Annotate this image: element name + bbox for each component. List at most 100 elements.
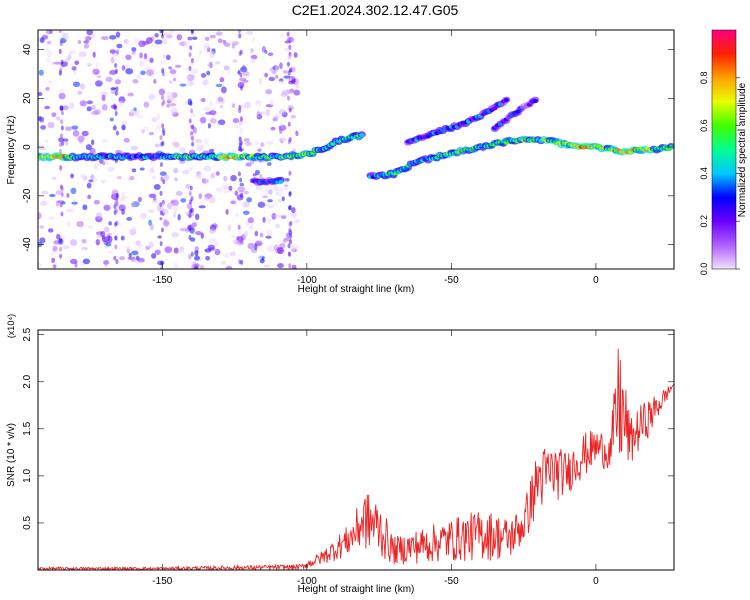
noise-blob <box>172 77 177 82</box>
noise-blob <box>44 105 51 110</box>
noise-blob <box>286 61 290 67</box>
noise-blob <box>88 179 94 183</box>
noise-blob <box>219 77 225 83</box>
noise-blob <box>174 177 178 182</box>
noise-blob <box>250 58 256 64</box>
noise-blob <box>91 104 96 111</box>
noise-blob <box>288 263 292 269</box>
noise-blob <box>77 39 82 45</box>
noise-blob <box>39 225 45 229</box>
noise-blob <box>191 124 195 130</box>
noise-blob <box>266 245 275 253</box>
noise-blob <box>278 109 287 115</box>
noise-blob <box>255 186 263 191</box>
noise-blob <box>228 185 233 191</box>
noise-blob <box>221 183 228 190</box>
noise-blob <box>288 170 292 176</box>
noise-blob <box>191 136 195 142</box>
noise-blob <box>39 237 46 244</box>
noise-blob <box>145 37 153 44</box>
noise-blob <box>168 80 173 84</box>
noise-blob <box>191 141 195 147</box>
snr-y-multiplier: (x10⁴) <box>6 314 16 338</box>
noise-blob <box>153 78 157 84</box>
noise-blob <box>192 126 197 134</box>
noise-blob <box>257 148 262 152</box>
noise-blob <box>95 239 100 246</box>
noise-blob <box>189 208 193 214</box>
noise-blob <box>44 48 50 52</box>
noise-blob <box>46 40 52 45</box>
noise-blob <box>118 204 126 212</box>
noise-blob <box>76 221 84 228</box>
noise-blob <box>290 211 297 219</box>
noise-blob <box>148 219 152 226</box>
noise-blob <box>121 124 126 131</box>
spectrogram-y-axis-label: Frequency (Hz) <box>6 116 17 185</box>
x-tick-label: -100 <box>297 576 317 587</box>
noise-blob <box>109 69 117 76</box>
noise-blob <box>232 59 238 63</box>
noise-blob <box>114 63 118 69</box>
noise-blob <box>198 193 203 200</box>
noise-blob <box>133 109 140 116</box>
noise-blob <box>125 68 134 75</box>
noise-blob <box>53 61 61 65</box>
noise-blob <box>159 241 163 247</box>
noise-blob <box>139 167 145 171</box>
noise-blob <box>38 262 42 267</box>
noise-blob <box>188 190 192 196</box>
noise-blob <box>143 126 150 132</box>
noise-blob <box>178 147 186 154</box>
noise-blob <box>265 184 272 189</box>
noise-blob <box>239 115 243 121</box>
noise-blob <box>217 119 226 126</box>
noise-blob <box>199 50 203 55</box>
noise-blob <box>115 130 119 136</box>
noise-blob <box>249 222 254 229</box>
noise-blob <box>215 83 223 88</box>
colorbar-tick-label: 0.0 <box>699 263 709 276</box>
noise-blob <box>275 112 283 118</box>
noise-blob <box>159 135 163 141</box>
noise-blob <box>87 62 92 67</box>
noise-blob <box>188 166 193 172</box>
x-tick-label: -150 <box>152 275 172 286</box>
noise-blob <box>290 115 296 119</box>
noise-blob <box>95 212 103 219</box>
noise-blob <box>189 199 193 205</box>
noise-blob <box>289 220 293 226</box>
noise-blob <box>289 229 293 235</box>
noise-blob <box>251 37 256 43</box>
colorbar-tick-label: 0.6 <box>699 119 709 132</box>
noise-blob <box>103 260 110 265</box>
noise-blob <box>110 56 115 64</box>
noise-blob <box>256 255 263 260</box>
noise-blob <box>58 88 66 93</box>
noise-blob <box>195 173 203 180</box>
noise-blob <box>235 213 239 218</box>
snr-frame <box>37 329 675 571</box>
noise-blob <box>279 33 285 39</box>
noise-blob <box>51 257 56 263</box>
noise-blob <box>230 200 237 205</box>
noise-blob <box>160 227 164 233</box>
noise-blob <box>264 49 268 54</box>
y-tick-label: 0.5 <box>22 516 33 530</box>
noise-blob <box>137 114 144 119</box>
noise-blob <box>81 130 89 137</box>
y-tick-label: 0 <box>22 144 33 150</box>
noise-blob <box>208 228 216 234</box>
noise-blob <box>143 52 148 60</box>
noise-blob <box>188 234 192 240</box>
noise-blob <box>40 125 47 130</box>
spectrogram-background <box>38 30 674 269</box>
noise-blob <box>250 47 254 54</box>
noise-blob <box>45 30 50 37</box>
noise-blob <box>125 54 132 61</box>
noise-blob <box>234 190 239 196</box>
noise-blob <box>268 204 275 209</box>
noise-blob <box>114 90 118 96</box>
noise-blob <box>177 214 181 221</box>
noise-blob <box>289 233 293 239</box>
